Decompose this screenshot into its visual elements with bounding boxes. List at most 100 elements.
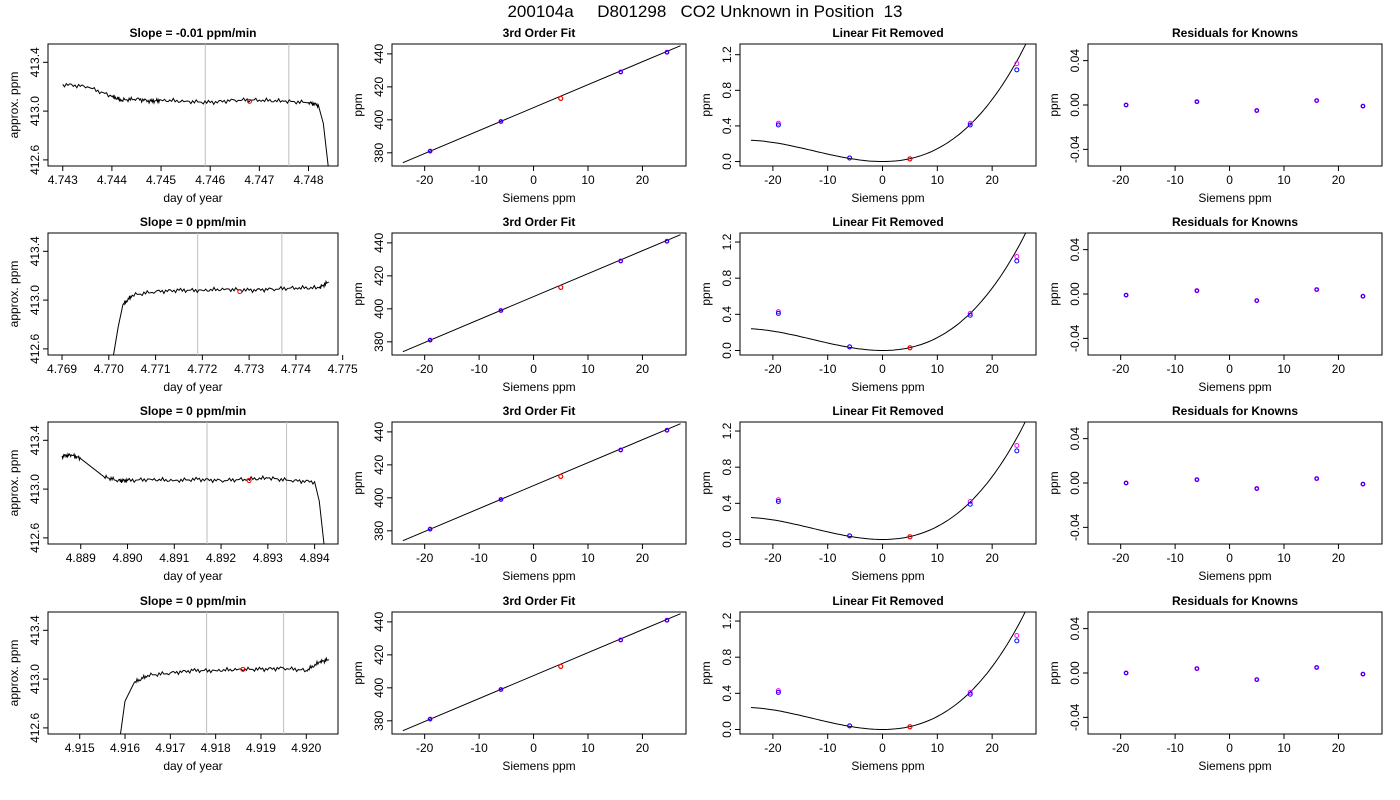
panel-r3c1: Slope = 0 ppm/min 4.889 4.890 4.891 4.892 4.8… <box>7 404 339 583</box>
known-point <box>428 717 433 722</box>
residual-curve <box>750 612 1026 730</box>
residual-point <box>1254 298 1259 303</box>
unknown-point <box>558 284 564 291</box>
x-tick-label: -20 <box>764 362 782 376</box>
y-tick-label: 0.0 <box>720 721 734 738</box>
known-point <box>1014 448 1020 454</box>
y-tick-label: 380 <box>372 710 386 730</box>
x-tick-label: 20 <box>1332 741 1346 755</box>
panel-title: 3rd Order Fit <box>503 26 576 40</box>
y-tick-label: 400 <box>372 488 386 508</box>
y-tick-label: 380 <box>372 331 386 351</box>
y-tick-label: 412.6 <box>28 713 42 743</box>
y-axis-label: ppm <box>1047 282 1061 305</box>
x-tick-label: -20 <box>416 173 434 187</box>
x-tick-label: 4.916 <box>110 741 140 755</box>
known-point <box>775 497 781 503</box>
y-tick-label: 413.0 <box>28 474 42 504</box>
known-point <box>967 310 973 316</box>
x-tick-label: 20 <box>985 551 999 565</box>
panel-title: Residuals for Knowns <box>1172 594 1298 608</box>
x-tick-label: 20 <box>636 362 650 376</box>
y-axis-label: ppm <box>699 282 713 305</box>
y-tick-label: 413.4 <box>28 236 42 266</box>
x-tick-label: 0 <box>879 173 886 187</box>
residual-point <box>1360 672 1366 677</box>
unknown-point <box>558 473 564 480</box>
plot-area <box>1123 98 1366 114</box>
plot-frame <box>739 232 1037 356</box>
x-tick-label: 10 <box>931 173 945 187</box>
plot-area <box>402 613 681 732</box>
y-tick-label: 412.6 <box>28 334 42 364</box>
y-axis-label: ppm <box>699 93 713 116</box>
residual-curve <box>750 233 1027 351</box>
unknown-point <box>907 156 913 162</box>
x-tick-label: 20 <box>985 741 999 755</box>
plot-area <box>113 233 329 355</box>
x-axis-label: Siemens ppm <box>851 380 924 394</box>
x-axis-label: Siemens ppm <box>1198 759 1271 773</box>
plot-area <box>750 612 1026 730</box>
figure-title: 200104a D801298 CO2 Unknown in Position … <box>507 2 902 21</box>
plot-area <box>402 45 681 164</box>
fit-line <box>402 45 681 164</box>
y-tick-label: 413.4 <box>28 425 42 455</box>
known-point <box>775 688 781 694</box>
y-axis-label: ppm <box>351 471 365 494</box>
y-tick-label: 412.6 <box>28 523 42 553</box>
y-tick-label: 413.0 <box>28 664 42 694</box>
plot-frame <box>47 421 339 545</box>
y-tick-label: 0.4 <box>720 685 734 702</box>
unknown-mean-point <box>237 289 243 295</box>
x-axis-label: Siemens ppm <box>502 191 575 205</box>
plot-frame <box>391 232 687 356</box>
known-point <box>1014 442 1020 448</box>
x-axis-label: Siemens ppm <box>1198 380 1271 394</box>
x-tick-label: -20 <box>416 551 434 565</box>
residual-point <box>1360 104 1366 109</box>
y-axis-label: ppm <box>351 661 365 684</box>
residual-curve <box>750 44 1027 162</box>
x-tick-label: 0 <box>1226 741 1233 755</box>
plot-area <box>120 612 330 734</box>
y-tick-label: 0.0 <box>720 531 734 548</box>
residual-point <box>1194 477 1199 482</box>
x-tick-label: -10 <box>1166 173 1184 187</box>
y-tick-label: 380 <box>372 142 386 162</box>
y-tick-label: -0.04 <box>1068 135 1082 163</box>
y-tick-label: 0.04 <box>1068 617 1082 641</box>
x-tick-label: -10 <box>819 173 837 187</box>
x-tick-label: -10 <box>819 551 837 565</box>
known-point <box>1014 253 1020 259</box>
x-tick-label: 4.890 <box>113 551 143 565</box>
plot-frame <box>739 421 1037 545</box>
panel-grid: Slope = -0.01 ppm/min 4.743 4.744 4.745 4.74… <box>7 26 1383 773</box>
x-tick-label: -20 <box>1112 551 1130 565</box>
y-tick-label: 0.00 <box>1068 661 1082 685</box>
x-tick-label: 4.771 <box>141 362 171 376</box>
x-tick-label: 0 <box>530 173 537 187</box>
plot-frame <box>47 232 339 356</box>
known-point <box>967 501 973 507</box>
known-point <box>967 312 973 318</box>
panel-r1c4: Residuals for Knowns -20 -10 0 10 20 -0.04 0.00… <box>1047 26 1383 205</box>
x-axis-label: Siemens ppm <box>502 759 575 773</box>
plot-area <box>1123 476 1366 492</box>
x-tick-label: -20 <box>416 362 434 376</box>
x-axis-label: Siemens ppm <box>502 569 575 583</box>
residual-point <box>1254 486 1259 491</box>
known-point <box>618 258 623 264</box>
x-axis-label: day of year <box>163 569 222 583</box>
residual-point <box>1124 670 1129 676</box>
x-tick-label: 4.745 <box>146 173 176 187</box>
panel-title: Slope = -0.01 ppm/min <box>129 26 256 40</box>
residual-point <box>1194 288 1199 293</box>
known-point <box>847 155 853 161</box>
x-tick-label: 20 <box>985 173 999 187</box>
y-axis-label: ppm <box>351 93 365 116</box>
residual-point <box>1314 98 1319 103</box>
y-tick-label: 400 <box>372 678 386 698</box>
known-point <box>428 149 433 154</box>
